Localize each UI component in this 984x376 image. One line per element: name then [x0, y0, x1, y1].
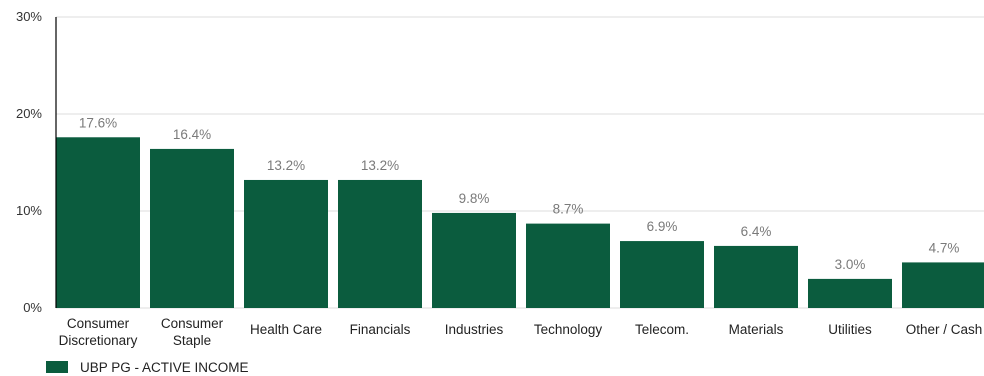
category-label-0: Consumer Discretionary — [59, 316, 138, 348]
category-label-1: Consumer Staple — [161, 316, 224, 348]
data-label-6: 6.9% — [647, 219, 678, 234]
legend: UBP PG - ACTIVE INCOME — [46, 358, 249, 376]
category-label-9: Other / Cash — [906, 322, 983, 337]
bar-4 — [432, 212, 516, 308]
bars — [56, 137, 984, 308]
category-label-2: Health Care — [250, 322, 322, 337]
y-tick-label-2: 20% — [16, 106, 42, 121]
legend-label: UBP PG - ACTIVE INCOME — [80, 359, 249, 375]
data-label-7: 6.4% — [741, 224, 772, 239]
category-labels: Consumer Discretionary Consumer Staple Healt… — [59, 316, 983, 348]
category-label-line: Consumer — [161, 316, 224, 331]
category-label-line: Industries — [445, 322, 504, 337]
category-label-4: Industries — [445, 322, 504, 337]
category-label-line: Utilities — [828, 322, 872, 337]
legend-swatch — [46, 361, 68, 373]
bar-5 — [526, 223, 610, 308]
bar-1 — [150, 148, 234, 308]
bar-9 — [902, 262, 984, 308]
category-label-line: Technology — [534, 322, 603, 337]
category-label-line: Materials — [729, 322, 784, 337]
category-label-3: Financials — [350, 322, 411, 337]
bar-3 — [338, 179, 422, 308]
data-label-0: 17.6% — [79, 115, 117, 130]
bar-8 — [808, 278, 892, 308]
bar-0 — [56, 137, 140, 308]
y-axis-ticks: 0% 10% 20% 30% — [16, 9, 42, 315]
y-tick-label-3: 30% — [16, 9, 42, 24]
data-label-3: 13.2% — [361, 158, 399, 173]
data-label-8: 3.0% — [835, 257, 866, 272]
category-label-line: Staple — [173, 333, 211, 348]
bar-chart: 0% 10% 20% 30% 17.6% 16.4% 13.2% 13.2% 9.8% 8.7%… — [16, 9, 984, 348]
category-label-line: Financials — [350, 322, 411, 337]
y-tick-label-1: 10% — [16, 203, 42, 218]
data-label-5: 8.7% — [553, 202, 584, 217]
data-label-1: 16.4% — [173, 127, 211, 142]
bar-2 — [244, 179, 328, 308]
category-label-line: Other / Cash — [906, 322, 983, 337]
bar-7 — [714, 245, 798, 308]
category-label-7: Materials — [729, 322, 784, 337]
bar-6 — [620, 241, 704, 308]
category-label-5: Technology — [534, 322, 603, 337]
category-label-line: Telecom. — [635, 322, 689, 337]
category-label-6: Telecom. — [635, 322, 689, 337]
data-label-2: 13.2% — [267, 158, 305, 173]
category-label-line: Health Care — [250, 322, 322, 337]
data-labels: 17.6% 16.4% 13.2% 13.2% 9.8% 8.7% 6.9% 6.4% 3.0%… — [79, 115, 960, 272]
category-label-line: Discretionary — [59, 333, 138, 348]
category-label-8: Utilities — [828, 322, 872, 337]
data-label-9: 4.7% — [929, 240, 960, 255]
data-label-4: 9.8% — [459, 191, 490, 206]
category-label-line: Consumer — [67, 316, 130, 331]
y-tick-label-0: 0% — [23, 300, 42, 315]
